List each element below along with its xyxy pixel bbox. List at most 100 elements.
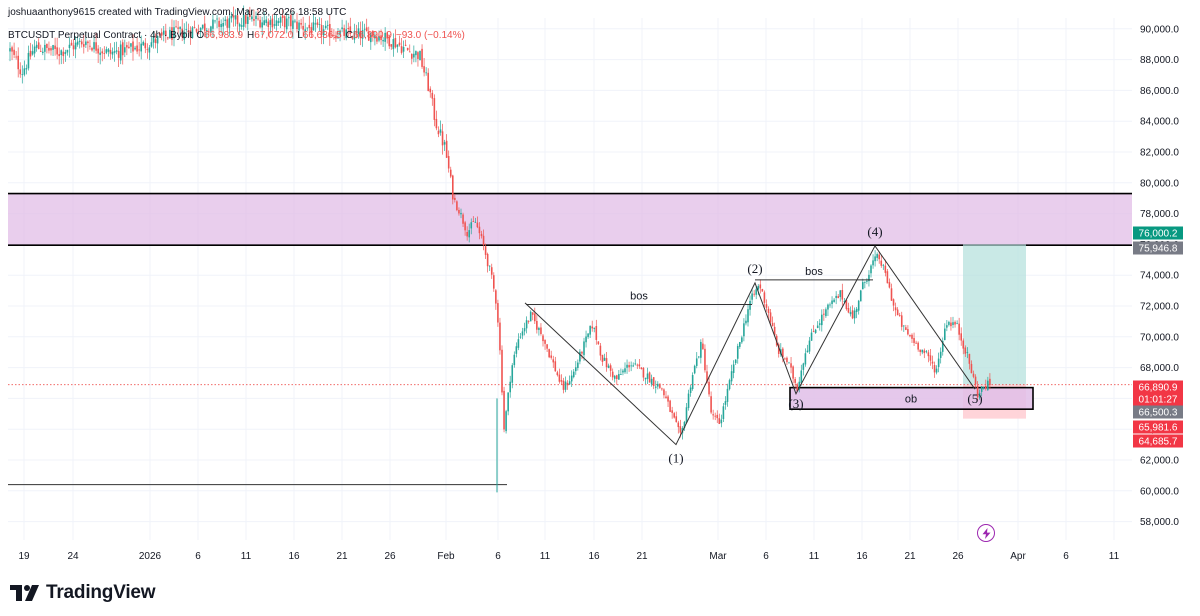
candle-body	[253, 19, 255, 21]
supply-zone	[8, 193, 1132, 246]
time-axis[interactable]: 19 24 2026 6 11 16 21 26 Feb 6 11 16 21 Mar 6 11 16 21 26 A…	[18, 551, 1119, 562]
price-axis[interactable]: 90,000.0 88,000.0 86,000.0 84,000.0 82,000.0…	[1140, 24, 1179, 528]
candle-body	[283, 16, 286, 28]
candle-body	[58, 54, 60, 57]
candle-body	[585, 336, 587, 343]
change-value: −93.0 (−0.14%)	[395, 30, 465, 41]
candle-body	[917, 342, 919, 350]
candle-body	[160, 32, 163, 36]
candle-body	[747, 309, 749, 323]
candle-body	[76, 41, 79, 45]
tradingview-logo[interactable]: TradingView	[10, 582, 156, 604]
candle-body	[616, 375, 618, 379]
candle-body	[191, 27, 194, 38]
candle-body	[285, 18, 288, 30]
candle-body	[343, 28, 345, 36]
candle-body	[716, 414, 719, 419]
time-axis-label: Feb	[437, 551, 455, 562]
candle-body	[42, 51, 44, 54]
candle-body	[782, 348, 784, 358]
candle-body	[152, 37, 155, 43]
candle-body	[384, 32, 386, 42]
candle-body	[247, 16, 249, 24]
symbol-title[interactable]: BTCUSDT Perpetual Contract · 4h · Bybit	[8, 30, 193, 41]
candle-body	[427, 72, 429, 91]
candle-body	[89, 45, 91, 47]
candle-body	[720, 419, 723, 424]
candle-body	[171, 27, 173, 40]
candle-body	[439, 129, 442, 133]
candle-body	[786, 357, 788, 363]
candle-body	[339, 30, 341, 36]
candle-body	[415, 51, 417, 56]
candle-body	[464, 222, 466, 231]
time-axis-label: 21	[636, 551, 648, 562]
lightning-icon[interactable]	[977, 524, 995, 542]
candle-body	[497, 303, 499, 323]
candle-body	[306, 27, 309, 29]
target-zone	[963, 244, 1026, 385]
candle-body	[939, 351, 942, 358]
candle-body	[632, 365, 634, 367]
candle-body	[23, 68, 26, 75]
candle-body	[367, 31, 370, 41]
candle-body	[630, 365, 632, 367]
candle-body	[372, 31, 374, 37]
candle-body	[517, 339, 520, 348]
candle-body	[277, 21, 280, 23]
candle-body	[568, 381, 571, 385]
candle-body	[855, 308, 858, 312]
time-axis-label: 2026	[139, 551, 162, 562]
candle-body	[868, 274, 870, 282]
candle-body	[218, 20, 220, 27]
candle-body	[83, 44, 85, 47]
candle-body	[892, 299, 895, 306]
candle-body	[288, 17, 290, 19]
time-axis-label: 26	[952, 551, 964, 562]
candle-body	[896, 309, 899, 316]
candle-body	[244, 15, 247, 24]
grid-layer	[8, 18, 1132, 540]
candle-body	[927, 352, 930, 357]
candle-body	[634, 363, 637, 365]
candle-body	[126, 45, 128, 48]
candle-body	[460, 212, 462, 215]
candle-body	[468, 230, 470, 238]
candle-body	[175, 26, 177, 28]
price-tag-bg	[1133, 241, 1183, 255]
candle-body	[52, 45, 54, 50]
candle-body	[954, 321, 956, 325]
candle-body	[435, 118, 438, 129]
candle-body	[544, 339, 546, 344]
candle-body	[714, 415, 716, 417]
candle-body	[128, 46, 130, 49]
candle-body	[642, 368, 645, 378]
candle-body	[611, 371, 614, 378]
candle-body	[31, 51, 34, 55]
candle-body	[224, 19, 227, 21]
candle-body	[687, 393, 690, 408]
symbol-legend[interactable]: BTCUSDT Perpetual Contract · 4h · Bybit …	[8, 30, 465, 41]
candle-body	[808, 340, 811, 352]
low-value: 66,636.5	[302, 30, 342, 41]
candle-body	[179, 26, 181, 29]
candle-body	[593, 327, 596, 329]
candle-body	[304, 29, 306, 32]
candle-body	[564, 381, 567, 390]
candle-body	[454, 197, 456, 200]
candle-body	[220, 23, 222, 28]
candle-body	[982, 387, 985, 388]
candle-body	[529, 311, 532, 322]
candle-body	[599, 345, 602, 356]
candle-body	[880, 260, 883, 266]
candle-body	[804, 353, 807, 365]
candle-body	[437, 130, 440, 135]
candle-body	[249, 14, 251, 17]
candle-body	[739, 342, 741, 347]
candle-body	[167, 37, 169, 39]
time-axis-label: 24	[67, 551, 79, 562]
candle-body	[478, 226, 481, 234]
candle-body	[267, 21, 270, 28]
candle-body	[376, 37, 378, 42]
